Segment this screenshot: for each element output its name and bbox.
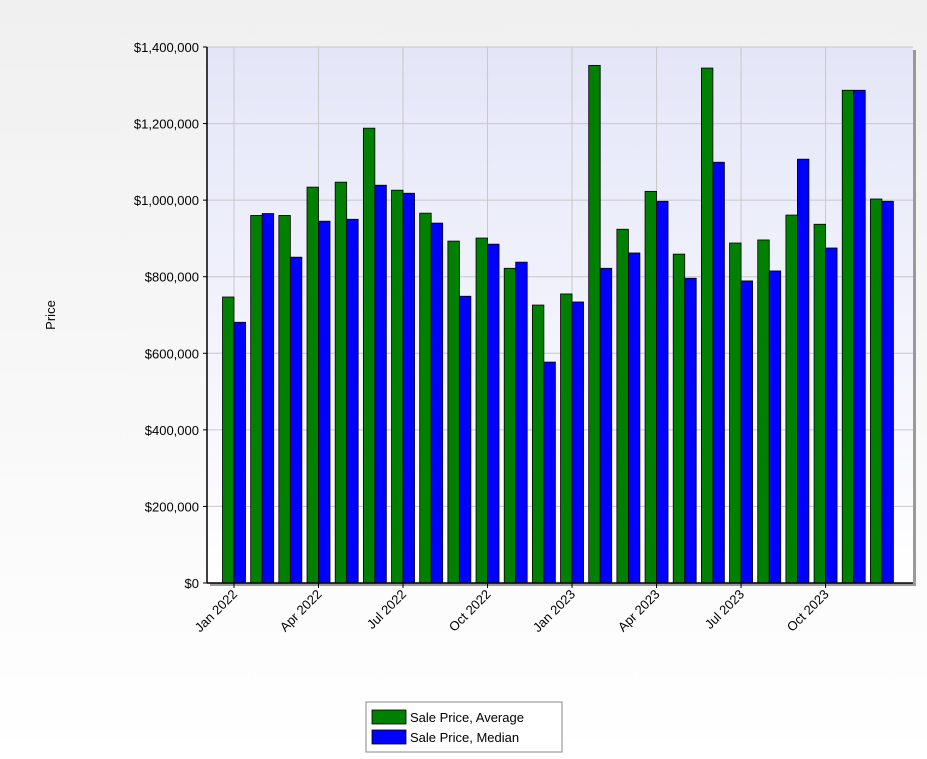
bar [870, 198, 883, 584]
bar [825, 247, 838, 584]
y-tick-label: $800,000 [145, 270, 199, 285]
bar [374, 184, 387, 584]
bar [785, 214, 798, 584]
legend-label: Sale Price, Median [410, 730, 519, 745]
bar [757, 239, 770, 584]
bar [700, 67, 714, 584]
bar [402, 192, 415, 584]
bar [458, 295, 472, 584]
bar [599, 267, 613, 584]
bar [487, 243, 500, 584]
bar [712, 161, 725, 584]
bar [391, 189, 404, 584]
legend-swatch [371, 729, 407, 745]
bar [419, 212, 432, 584]
y-tick-label: $1,200,000 [134, 117, 199, 132]
y-tick-label: $1,000,000 [134, 193, 199, 208]
bar [729, 242, 742, 584]
y-tick-label: $600,000 [145, 346, 199, 361]
bar [531, 304, 545, 584]
bar [250, 215, 263, 584]
y-axis-label: Price [43, 300, 58, 330]
bar [334, 181, 348, 584]
bar [768, 270, 782, 584]
legend-label: Sale Price, Average [410, 710, 524, 725]
bar [233, 321, 246, 584]
bar [475, 237, 488, 584]
bar [672, 253, 686, 584]
bar [515, 261, 528, 584]
bar [616, 228, 629, 584]
bar [289, 256, 303, 584]
bar [278, 215, 291, 584]
bar [571, 301, 584, 584]
bar [430, 222, 444, 584]
y-tick-label: $1,400,000 [134, 40, 199, 55]
bar [644, 190, 657, 584]
bar [797, 158, 810, 584]
bar [362, 127, 376, 584]
bar [222, 296, 235, 584]
bar [813, 223, 826, 584]
bar [588, 64, 601, 584]
y-tick-label: $0 [185, 576, 199, 591]
bar [346, 218, 359, 584]
bar [560, 293, 573, 584]
bar [684, 277, 697, 584]
y-tick-label: $200,000 [145, 499, 199, 514]
bar [543, 361, 556, 584]
bar [881, 200, 894, 584]
bar [503, 267, 517, 584]
bar [853, 89, 866, 584]
bar [841, 89, 855, 584]
y-tick-label: $400,000 [145, 423, 199, 438]
bar [447, 240, 460, 584]
legend-swatch [371, 709, 407, 725]
bar [318, 220, 331, 584]
bar [656, 200, 669, 584]
bar [627, 252, 641, 584]
bar [261, 213, 275, 584]
bar [306, 186, 319, 584]
bar [740, 280, 753, 584]
